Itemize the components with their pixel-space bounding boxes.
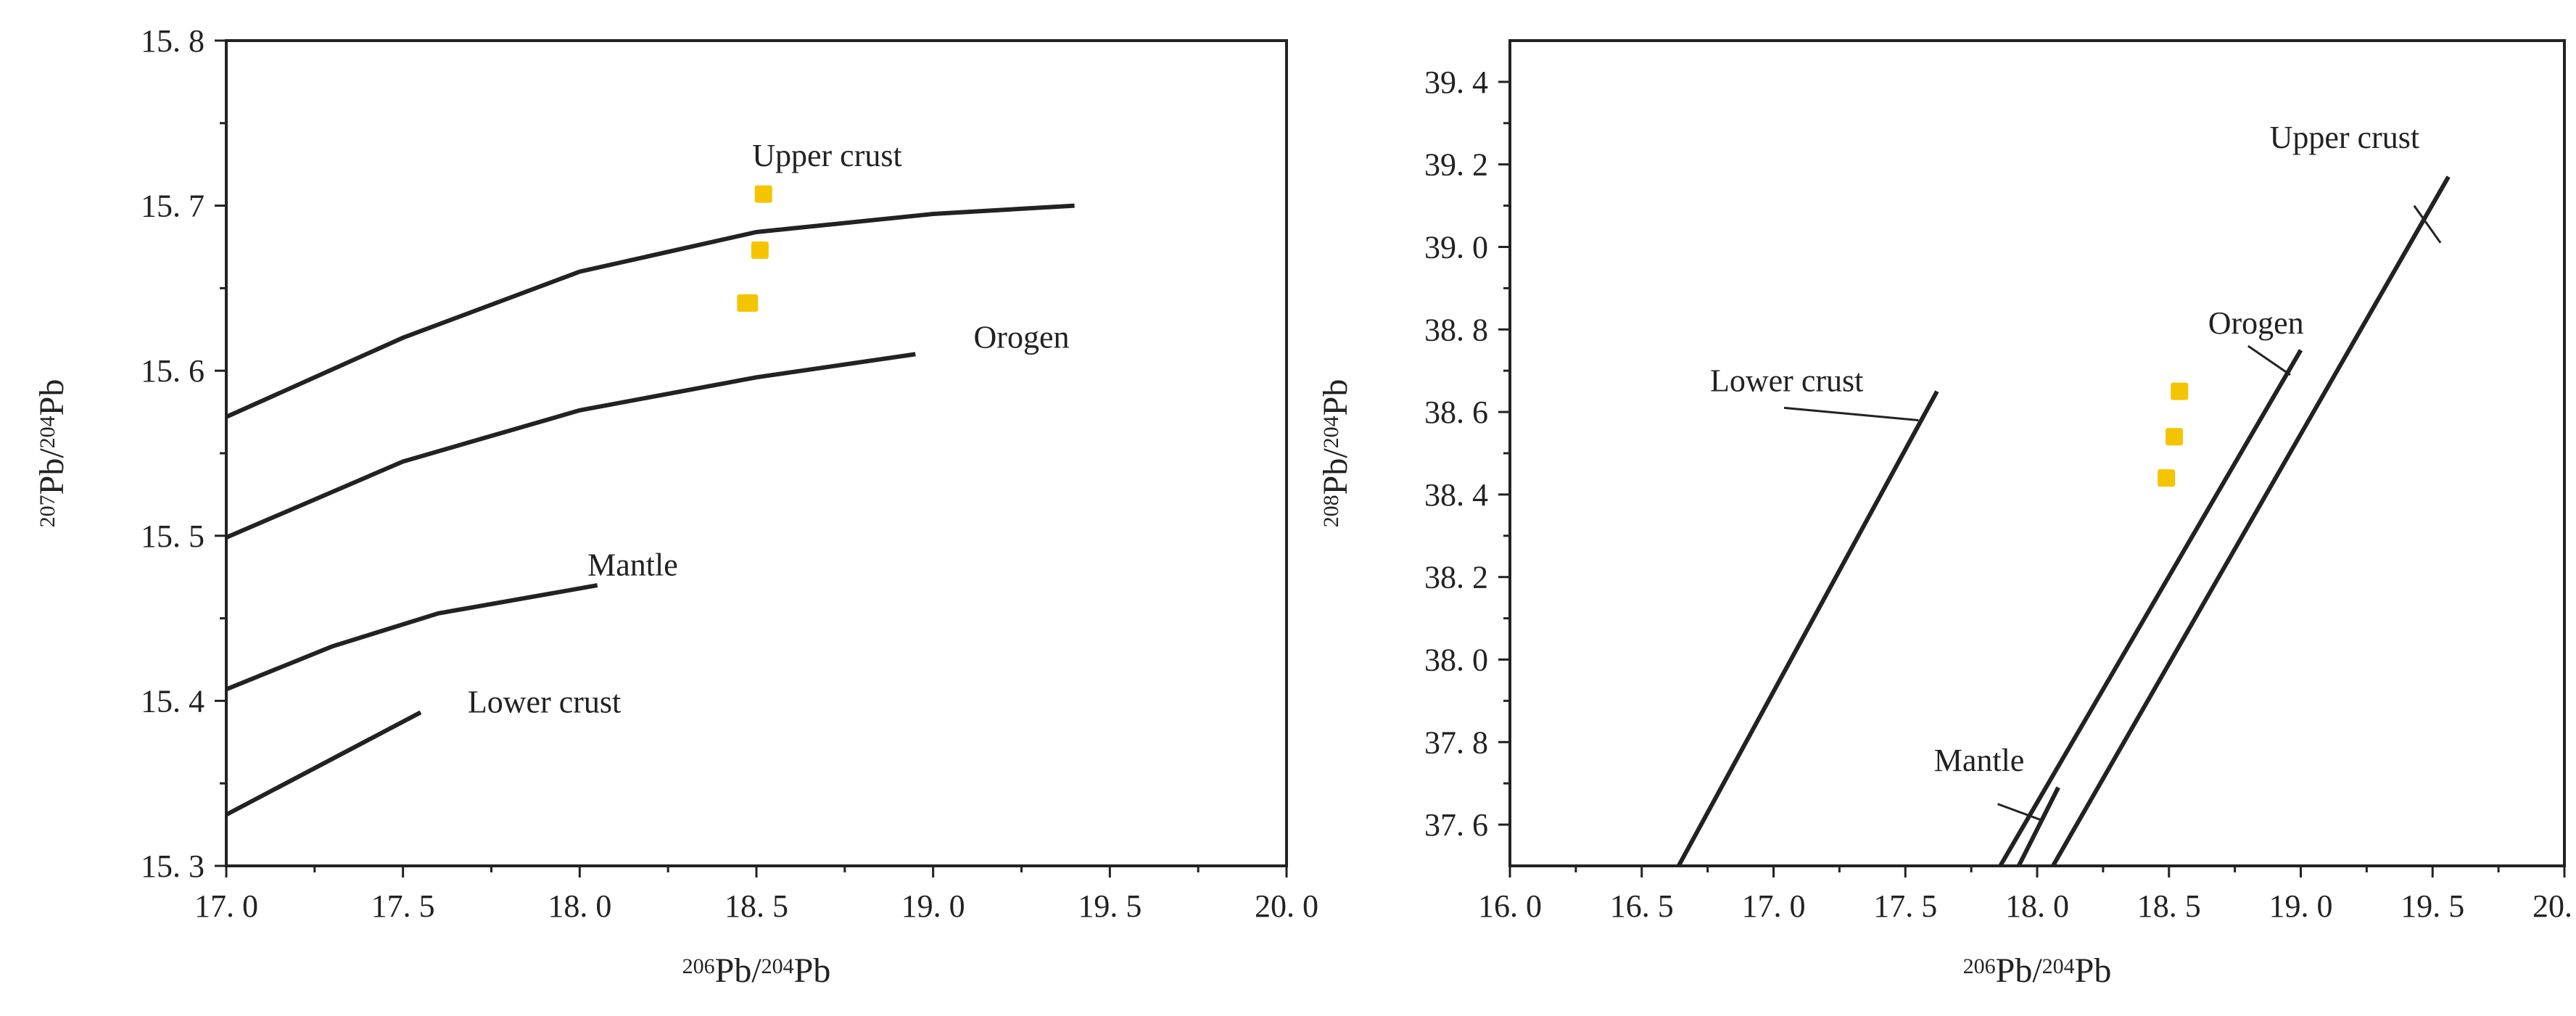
chart-1-y-tick-label: 15. 4 xyxy=(141,683,205,719)
chart-1-x-axis-title-text: 206Pb/204Pb xyxy=(682,951,831,990)
chart-1-y-tick-label: 15. 7 xyxy=(141,189,205,224)
chart-2-y-axis-title-text: 208Pb/204Pb xyxy=(1316,379,1355,528)
chart-1-y-tick-label: 15. 5 xyxy=(141,519,205,554)
chart-2-y-tick-label: 37. 6 xyxy=(1424,807,1488,843)
chart-2-x-tick-label: 19. 5 xyxy=(2400,888,2464,924)
chart-1-y-axis-title-part-sup: 207 xyxy=(36,495,59,527)
chart-2-y-tick-label: 39. 4 xyxy=(1424,65,1488,100)
chart-2-y-tick-label: 39. 2 xyxy=(1424,147,1488,183)
chart-1-sample-point xyxy=(754,185,772,203)
chart-2-sample-point xyxy=(2171,382,2189,400)
chart-1-x-tick-label: 17. 0 xyxy=(194,888,258,924)
chart-2-y-axis-title-part-base1: Pb/ xyxy=(1316,448,1355,495)
chart-2-x-axis-title-part-sup2: 204 xyxy=(2042,954,2075,978)
chart-1-x-tick-label: 18. 5 xyxy=(724,888,788,924)
chart-1-y-tick-label: 15. 3 xyxy=(141,848,205,884)
chart-2-y-axis-title-part-sup: 208 xyxy=(1319,495,1343,527)
chart-2-y-tick-label: 38. 8 xyxy=(1424,312,1488,347)
chart-1-x-axis-title-part-base2: Pb xyxy=(794,951,831,990)
chart-1-label-lower-crust: Lower crust xyxy=(468,684,621,719)
chart-2-label-lower-crust: Lower crust xyxy=(1710,363,1863,399)
chart-2-label-leader xyxy=(2413,205,2442,244)
chart-1-y-axis-title-part-sup2: 204 xyxy=(36,416,59,448)
chart-1: 17. 0 17. 5 18. 0 18. 5 19. 0 19. 5 20. 0 15. 3… xyxy=(33,23,1318,990)
chart-2-label-orogen: Orogen xyxy=(2208,305,2304,341)
chart-1-label-upper-crust: Upper crust xyxy=(752,138,902,173)
chart-2-y-tick-label: 38. 6 xyxy=(1424,395,1488,430)
chart-1-series-mantle xyxy=(225,583,598,692)
chart-1-y-tick-label: 15. 8 xyxy=(141,23,205,59)
chart-2-x-tick-label: 20. 0 xyxy=(2532,888,2576,924)
chart-2-x-axis-title-text: 206Pb/204Pb xyxy=(1963,951,2112,990)
chart-1-series-orogen xyxy=(225,352,916,540)
chart-2-sample-point xyxy=(2166,428,2184,446)
chart-1-series-upper-crust xyxy=(225,203,1075,419)
chart-2: 16. 0 16. 5 17. 0 17. 5 18. 0 18. 5 19. 0 19. 5… xyxy=(1316,39,2576,990)
chart-2-label-mantle: Mantle xyxy=(1934,743,2025,778)
chart-2-y-tick-label: 37. 8 xyxy=(1424,724,1488,760)
chart-2-y-tick-label: 39. 0 xyxy=(1424,230,1488,265)
chart-2-label-leader xyxy=(1997,803,2043,822)
chart-2-sample-point xyxy=(2158,469,2176,487)
chart-2-x-axis-title-part-sup: 206 xyxy=(1963,954,1996,978)
chart-1-x-tick-label: 17. 5 xyxy=(371,888,435,924)
chart-1-y-axis-title-text: 207Pb/204Pb xyxy=(33,379,71,528)
chart-1-x-tick-label: 18. 0 xyxy=(548,888,611,924)
chart-2-x-tick-label: 17. 5 xyxy=(1873,888,1937,924)
chart-2-y-axis-title-part-sup2: 204 xyxy=(1319,416,1343,448)
chart-1-x-tick-label: 19. 5 xyxy=(1078,888,1142,924)
chart-1-x-tick-label: 19. 0 xyxy=(901,888,965,924)
chart-2-label-leader xyxy=(1783,406,1919,421)
chart-2-x-tick-label: 16. 5 xyxy=(1610,888,1674,924)
chart-1-y-axis-title-part-base2: Pb xyxy=(33,379,71,416)
chart-2-series-orogen xyxy=(1998,349,2303,867)
chart-2-x-axis-title-part-base2: Pb xyxy=(2075,951,2112,990)
chart-2-x-axis-title-part-base1: Pb/ xyxy=(1996,951,2043,990)
chart-2-x-tick-label: 19. 0 xyxy=(2269,888,2333,924)
chart-2-label-leader xyxy=(2247,344,2291,376)
chart-1-label-mantle: Mantle xyxy=(587,547,678,582)
chart-2-x-tick-label: 18. 5 xyxy=(2137,888,2201,924)
chart-1-x-axis-title-part-base1: Pb/ xyxy=(715,951,762,990)
chart-2-label-upper-crust: Upper crust xyxy=(2270,120,2420,155)
chart-1-x-axis-title-part-sup2: 204 xyxy=(761,954,794,978)
chart-2-y-tick-label: 38. 0 xyxy=(1424,643,1488,678)
chart-1-label-orogen: Orogen xyxy=(974,319,1070,355)
chart-1-y-axis-title-part-base1: Pb/ xyxy=(33,448,71,495)
chart-1-x-axis-title: 206Pb/204Pb xyxy=(682,951,831,990)
chart-1-y-tick-label: 15. 6 xyxy=(141,353,205,389)
chart-2-series-upper-crust xyxy=(2051,175,2451,867)
chart-2-series-lower-crust xyxy=(1676,390,1939,867)
chart-1-y-axis-title: 207Pb/204Pb xyxy=(33,379,71,528)
chart-2-y-tick-label: 38. 2 xyxy=(1424,560,1488,595)
chart-2-plot-frame xyxy=(1508,39,2566,867)
chart-2-x-axis-title: 206Pb/204Pb xyxy=(1963,951,2112,990)
chart-2-y-axis-title: 208Pb/204Pb xyxy=(1316,379,1355,528)
chart-1-series-lower-crust xyxy=(225,710,422,817)
chart-2-series-mantle xyxy=(2016,786,2060,867)
chart-1-x-axis-title-part-sup: 206 xyxy=(682,954,715,978)
chart-2-x-tick-label: 17. 0 xyxy=(1742,888,1806,924)
chart-1-sample-point xyxy=(751,241,769,260)
chart-2-y-axis-title-part-base2: Pb xyxy=(1316,379,1355,416)
chart-1-sample-point xyxy=(740,294,759,312)
chart-2-y-tick-label: 38. 4 xyxy=(1424,477,1488,513)
chart-2-x-tick-label: 16. 0 xyxy=(1478,888,1542,924)
chart-2-x-tick-label: 18. 0 xyxy=(2005,888,2069,924)
chart-1-x-tick-label: 20. 0 xyxy=(1255,888,1318,924)
